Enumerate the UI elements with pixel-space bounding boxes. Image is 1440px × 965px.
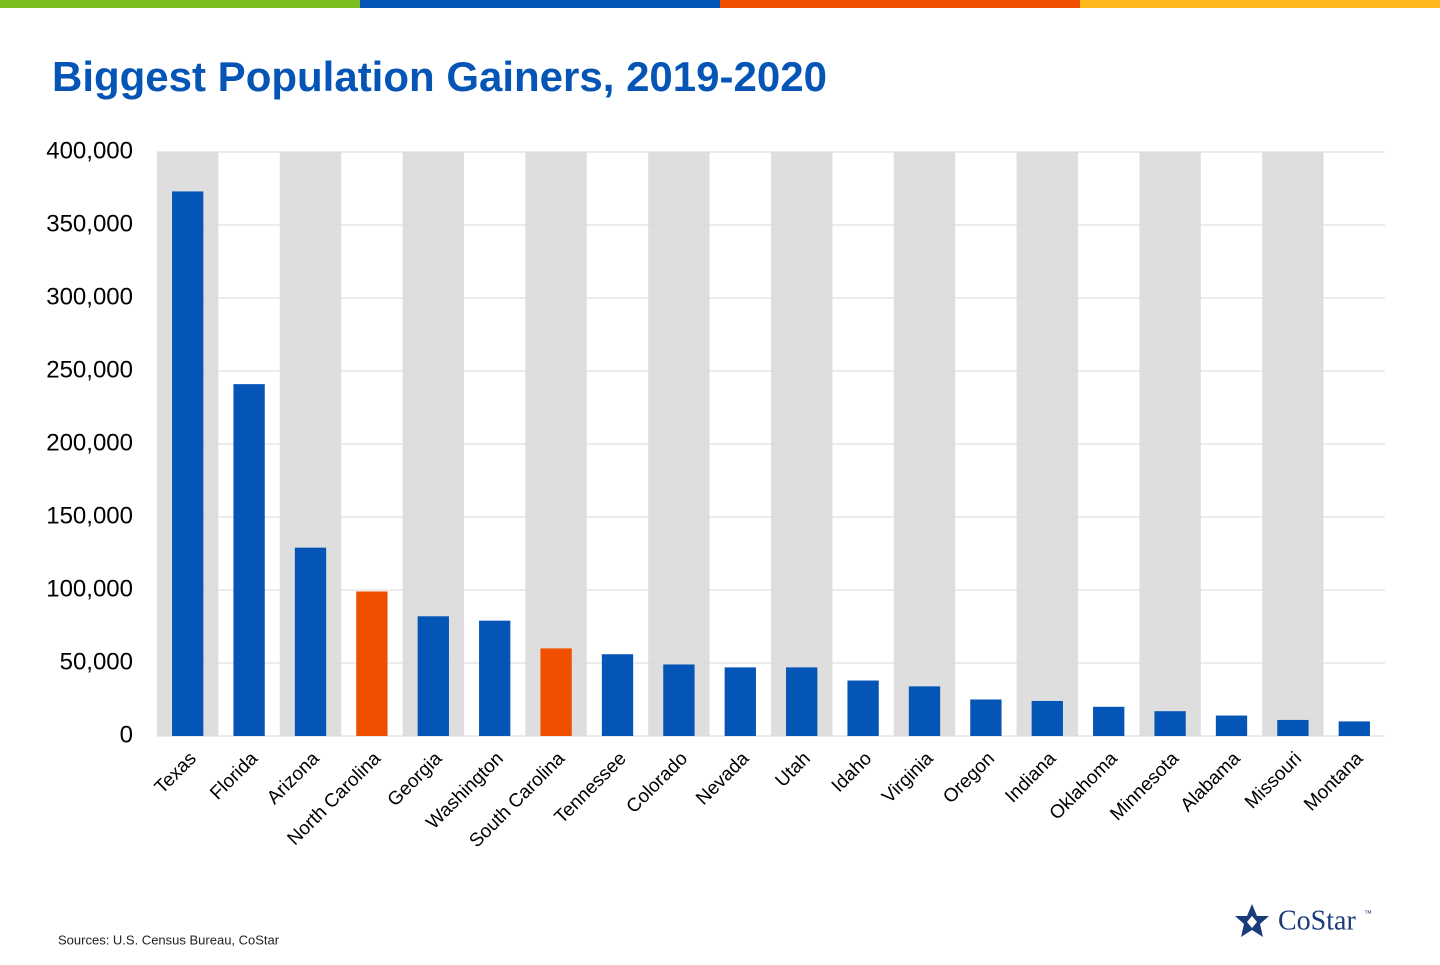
y-tick-label: 0 — [120, 721, 133, 748]
stripe — [720, 0, 1080, 8]
x-tick-label: Colorado — [623, 748, 692, 817]
x-tick-label: Texas — [151, 748, 201, 798]
x-tick-label: Missouri — [1241, 748, 1306, 813]
x-tick-label: Alabama — [1177, 748, 1245, 816]
y-tick-label: 100,000 — [46, 575, 133, 602]
stripe — [360, 0, 720, 8]
bar — [1215, 715, 1248, 736]
y-tick-label: 250,000 — [46, 356, 133, 383]
logo-icon — [1235, 904, 1269, 937]
bar — [356, 591, 388, 736]
bar — [601, 654, 634, 736]
logo-mark: ™ — [1364, 909, 1372, 918]
chart-title: Biggest Population Gainers, 2019-2020 — [52, 53, 827, 100]
x-tick-label: Florida — [206, 748, 262, 804]
bar — [1093, 706, 1125, 736]
bar — [540, 648, 572, 736]
x-tick-label: Idaho — [828, 748, 876, 796]
x-tick-label: Indiana — [1001, 748, 1060, 807]
plot: 0 50,000 100,000 150,000 200,000 250,000 300,0… — [46, 137, 1385, 852]
x-tick-label: Nevada — [692, 748, 753, 809]
y-tick-label: 150,000 — [46, 502, 133, 529]
bar — [1031, 700, 1063, 736]
stripe — [0, 0, 360, 8]
bar — [724, 667, 756, 736]
bar — [1154, 711, 1186, 736]
bar — [908, 686, 941, 736]
bar — [663, 664, 695, 736]
bar — [1277, 719, 1309, 736]
x-tick-label: Utah — [772, 748, 815, 791]
x-tick-label: Oregon — [939, 748, 999, 808]
bar — [294, 547, 327, 736]
bar — [847, 680, 879, 736]
bar — [172, 191, 204, 737]
x-tick-label: Montana — [1300, 748, 1367, 815]
y-tick-label: 200,000 — [46, 429, 133, 456]
bar — [970, 699, 1002, 736]
bar — [417, 616, 449, 736]
y-tick-label: 50,000 — [60, 648, 133, 675]
source: Sources: U.S. Census Bureau, CoStar — [58, 932, 280, 947]
y-tick-label: 300,000 — [46, 283, 133, 310]
x-tick-label: Georgia — [384, 748, 447, 811]
y-tick-label: 350,000 — [46, 210, 133, 237]
logo-text: CoStar — [1278, 905, 1356, 936]
x-tick-label: Virginia — [878, 748, 938, 808]
logo-center — [1247, 916, 1257, 928]
y-tick-label: 400,000 — [46, 137, 133, 164]
bar — [479, 620, 511, 736]
bar — [786, 667, 818, 736]
x-tick-label: Arizona — [263, 748, 324, 809]
bar — [233, 384, 265, 736]
stripe — [1080, 0, 1440, 8]
bar — [1338, 721, 1370, 736]
